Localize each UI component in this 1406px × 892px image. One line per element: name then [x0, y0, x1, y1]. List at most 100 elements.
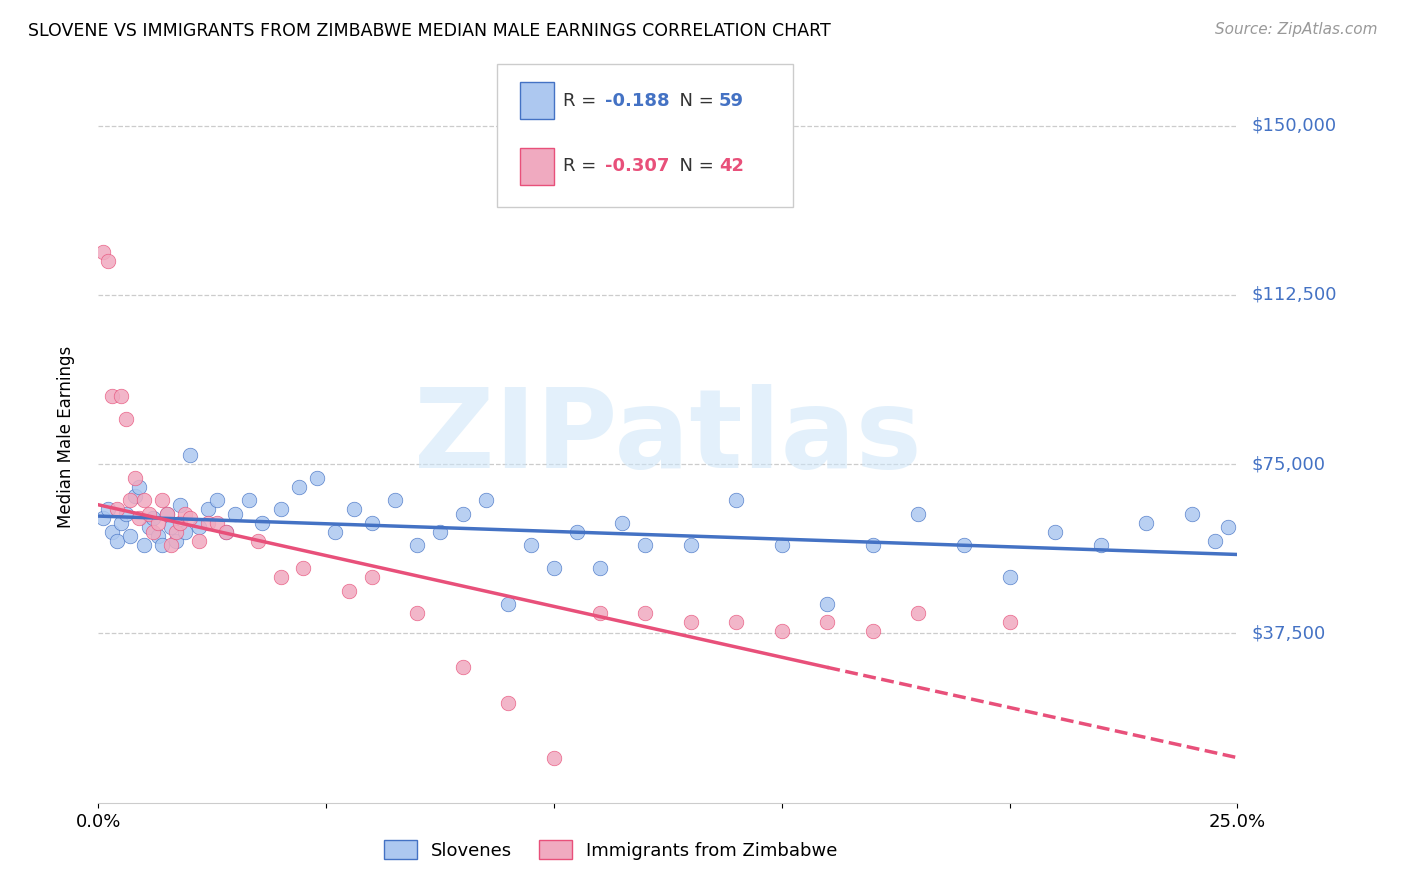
Point — [165, 533, 187, 548]
Point — [110, 389, 132, 403]
Point — [270, 570, 292, 584]
Point — [907, 606, 929, 620]
Point — [156, 507, 179, 521]
Point — [1204, 533, 1226, 548]
Point — [120, 493, 142, 508]
Text: R =: R = — [562, 92, 607, 110]
Text: $75,000: $75,000 — [1251, 455, 1326, 473]
FancyBboxPatch shape — [498, 64, 793, 207]
Point — [160, 520, 183, 534]
Point — [498, 597, 520, 611]
Point — [128, 480, 150, 494]
Point — [679, 615, 702, 630]
Point — [169, 516, 191, 530]
Point — [146, 516, 169, 530]
Point — [1218, 520, 1240, 534]
Legend: Slovenes, Immigrants from Zimbabwe: Slovenes, Immigrants from Zimbabwe — [377, 833, 845, 867]
Point — [215, 524, 238, 539]
Point — [451, 660, 474, 674]
Point — [429, 524, 451, 539]
Text: -0.188: -0.188 — [605, 92, 669, 110]
Text: R =: R = — [562, 158, 607, 176]
Text: -0.307: -0.307 — [605, 158, 669, 176]
Point — [406, 538, 429, 552]
Point — [451, 507, 474, 521]
Point — [862, 538, 884, 552]
Bar — [520, 148, 554, 185]
Point — [146, 529, 169, 543]
Point — [1135, 516, 1157, 530]
Point — [815, 615, 838, 630]
Point — [101, 524, 124, 539]
Point — [169, 498, 191, 512]
Point — [612, 516, 634, 530]
Point — [520, 538, 543, 552]
Point — [543, 750, 565, 764]
Point — [138, 507, 160, 521]
Point — [474, 493, 496, 508]
Point — [197, 502, 219, 516]
Point — [953, 538, 976, 552]
Text: 42: 42 — [718, 158, 744, 176]
Text: $150,000: $150,000 — [1251, 117, 1336, 135]
Bar — [520, 82, 554, 119]
Point — [187, 533, 209, 548]
Point — [634, 538, 657, 552]
Point — [292, 561, 315, 575]
Point — [120, 529, 142, 543]
Point — [565, 524, 588, 539]
Y-axis label: Median Male Earnings: Median Male Earnings — [56, 346, 75, 528]
Point — [150, 493, 173, 508]
Point — [96, 254, 118, 268]
Point — [160, 538, 183, 552]
Point — [142, 524, 165, 539]
Text: 59: 59 — [718, 92, 744, 110]
Point — [998, 570, 1021, 584]
Point — [342, 502, 364, 516]
Point — [725, 615, 748, 630]
Point — [323, 524, 346, 539]
Point — [197, 516, 219, 530]
Point — [725, 493, 748, 508]
Point — [360, 516, 382, 530]
Point — [815, 597, 838, 611]
Point — [384, 493, 406, 508]
Point — [187, 520, 209, 534]
Point — [246, 533, 269, 548]
Text: $37,500: $37,500 — [1251, 624, 1326, 642]
Point — [101, 389, 124, 403]
Text: N =: N = — [668, 92, 720, 110]
Point — [270, 502, 292, 516]
Point — [91, 511, 114, 525]
Text: ZIPatlas: ZIPatlas — [413, 384, 922, 491]
Point — [174, 524, 197, 539]
Point — [132, 538, 155, 552]
Point — [770, 624, 793, 639]
Point — [337, 583, 360, 598]
Point — [179, 448, 201, 462]
Point — [142, 511, 165, 525]
Point — [1181, 507, 1204, 521]
Point — [150, 538, 173, 552]
Point — [179, 511, 201, 525]
Point — [91, 244, 114, 259]
Point — [252, 516, 274, 530]
Point — [105, 502, 128, 516]
Point — [588, 606, 610, 620]
Point — [124, 489, 146, 503]
Point — [360, 570, 382, 584]
Point — [498, 697, 520, 711]
Point — [634, 606, 657, 620]
Text: $112,500: $112,500 — [1251, 285, 1337, 304]
Point — [679, 538, 702, 552]
Point — [288, 480, 311, 494]
Point — [224, 507, 246, 521]
Point — [114, 507, 136, 521]
Point — [307, 471, 329, 485]
Point — [543, 561, 565, 575]
Point — [105, 533, 128, 548]
Point — [138, 520, 160, 534]
Text: N =: N = — [668, 158, 720, 176]
Point — [205, 493, 228, 508]
Text: Source: ZipAtlas.com: Source: ZipAtlas.com — [1215, 22, 1378, 37]
